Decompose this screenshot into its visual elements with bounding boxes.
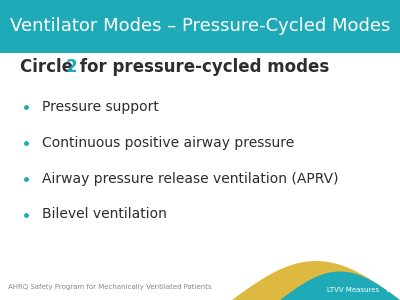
Text: Ventilator Modes – Pressure-Cycled Modes: Ventilator Modes – Pressure-Cycled Modes bbox=[10, 17, 390, 35]
Text: 2: 2 bbox=[66, 58, 78, 76]
Text: Bilevel ventilation: Bilevel ventilation bbox=[42, 208, 167, 221]
Polygon shape bbox=[232, 261, 400, 300]
Text: Continuous positive airway pressure: Continuous positive airway pressure bbox=[42, 136, 294, 149]
Text: Airway pressure release ventilation (APRV): Airway pressure release ventilation (APR… bbox=[42, 172, 338, 185]
Bar bbox=[0, 0, 400, 52]
Text: Pressure support: Pressure support bbox=[42, 100, 159, 113]
Text: AHRQ Safety Program for Mechanically Ventilated Patients: AHRQ Safety Program for Mechanically Ven… bbox=[8, 284, 212, 290]
Text: for pressure-cycled modes: for pressure-cycled modes bbox=[74, 58, 329, 76]
Text: LTVV Measures   9: LTVV Measures 9 bbox=[327, 287, 390, 293]
Polygon shape bbox=[280, 272, 400, 300]
Text: Circle: Circle bbox=[20, 58, 79, 76]
